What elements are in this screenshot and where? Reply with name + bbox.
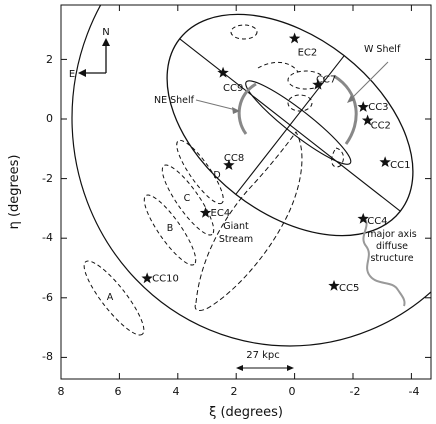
cluster-label-cc1: CC1 (390, 160, 410, 171)
ne-shelf-label: NE Shelf (154, 95, 195, 106)
x-tick-label: 2 (231, 385, 238, 398)
cluster-label-cc9: CC9 (223, 83, 243, 94)
giant-stream-outline (194, 131, 303, 311)
plot-area (71, 5, 431, 347)
disk-ellipse (166, 13, 414, 237)
major-axis-structure-label: diffuse (376, 241, 408, 252)
cluster-marker-ec2 (288, 32, 301, 44)
cluster-markers (141, 32, 391, 291)
field-label-b: B (167, 223, 174, 234)
cluster-marker-cc7 (312, 78, 324, 90)
cluster-label-cc3: CC3 (368, 102, 388, 113)
cluster-label-cc4: CC4 (367, 216, 387, 227)
giant-stream-label: Giant (223, 221, 249, 232)
scale-bar: 27 kpc (236, 350, 294, 371)
field-ellipse-d (176, 139, 224, 205)
y-tick-label: -4 (42, 231, 53, 244)
inner-disk (245, 80, 352, 165)
w-shelf-label: W Shelf (364, 44, 401, 55)
x-tick-label: 6 (115, 385, 122, 398)
compass: N E (69, 27, 110, 80)
y-tick-label: -2 (42, 172, 53, 185)
compass-north-label: N (102, 27, 109, 38)
ne-shelf-arc (237, 82, 257, 135)
scale-bar-label: 27 kpc (246, 350, 280, 361)
cluster-marker-ec4 (199, 206, 212, 218)
axis-ticks (60, 5, 431, 379)
field-label-a: A (107, 292, 114, 303)
compass-east-label: E (69, 69, 75, 80)
field-ellipse-a (83, 260, 145, 336)
cluster-marker-cc8 (223, 159, 235, 171)
w-shelf-pointer (349, 61, 389, 101)
cluster-labels: EC2 CC9 CC7 CC3 CC2 CC1 CC8 EC4 CC4 CC10 CC5 (152, 48, 410, 294)
x-tick-label: 8 (58, 385, 65, 398)
cluster-label-ec4: EC4 (211, 208, 231, 219)
y-axis-label: η (degrees) (7, 155, 22, 230)
cluster-label-cc8: CC8 (224, 153, 244, 164)
cluster-marker-cc10 (141, 272, 153, 284)
w-shelf-arc (333, 74, 358, 145)
y-tick-label: -8 (42, 350, 53, 363)
x-axis-label: ξ (degrees) (209, 405, 283, 420)
feature-dashed-ne (257, 62, 299, 73)
disk-minor-axis (235, 55, 345, 195)
cluster-marker-cc9 (217, 66, 229, 78)
cluster-label-cc7: CC7 (316, 75, 336, 86)
cluster-label-cc10: CC10 (152, 273, 179, 284)
halo-ellipse (71, 5, 431, 347)
cluster-marker-cc5 (328, 279, 340, 291)
major-axis-diffuse-structure (362, 217, 406, 307)
x-tick-label: -4 (409, 385, 420, 398)
field-ellipse-c (161, 164, 215, 236)
major-axis-structure-label: major axis (367, 229, 417, 240)
feature-dashed-south (331, 147, 344, 168)
field-ellipse-b (143, 194, 197, 266)
feature-ellipse-cc7 (287, 70, 325, 90)
cluster-label-cc5: CC5 (339, 283, 359, 294)
cluster-marker-cc4 (357, 212, 369, 224)
feature-ellipse-top (230, 24, 258, 40)
cluster-label-ec2: EC2 (298, 48, 318, 59)
cluster-label-cc2: CC2 (371, 120, 391, 131)
field-label-d: D (213, 170, 220, 181)
cluster-marker-cc2 (361, 114, 374, 126)
cluster-marker-cc1 (379, 156, 391, 168)
giant-stream-label: Stream (219, 234, 253, 245)
cluster-marker-cc3 (357, 101, 369, 112)
y-tick-label: 2 (46, 53, 53, 66)
x-tick-label: 0 (289, 385, 296, 398)
major-axis-structure-label: structure (370, 253, 413, 264)
y-tick-label: -6 (42, 291, 53, 304)
x-tick-label: 4 (173, 385, 180, 398)
ne-shelf-pointer (195, 99, 237, 111)
x-tick-label: -2 (350, 385, 361, 398)
field-label-c: C (184, 193, 191, 204)
feature-ellipse-center (287, 94, 313, 112)
y-tick-label: 0 (46, 112, 53, 125)
